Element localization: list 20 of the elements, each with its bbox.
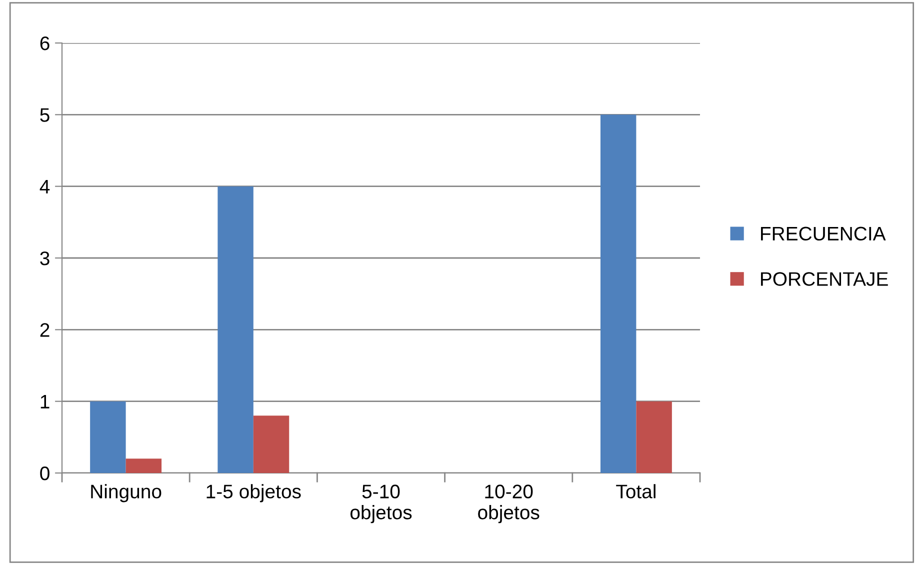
bar xyxy=(90,401,126,473)
x-tick-label: 10-20 objetos xyxy=(478,484,540,524)
x-tick-label: 1-5 objetos xyxy=(206,484,301,502)
y-tick-label: 3 xyxy=(40,251,50,266)
x-tick-label: 5-10 objetos xyxy=(350,484,412,524)
bar xyxy=(600,114,636,473)
y-tick-label: 1 xyxy=(40,395,50,408)
x-tick-label: Total xyxy=(616,484,656,498)
y-tick-label: 6 xyxy=(40,36,50,50)
x-tick-label: Ninguno xyxy=(91,484,162,502)
legend-label: FRECUENCIA xyxy=(761,226,886,241)
bar xyxy=(126,458,162,473)
y-tick-label: 2 xyxy=(40,323,50,337)
y-tick-label: 4 xyxy=(40,180,50,194)
y-tick-label: 0 xyxy=(40,466,50,480)
bar xyxy=(218,186,254,473)
legend-label: PORCENTAJE xyxy=(761,272,888,286)
y-tick-label: 5 xyxy=(40,108,50,122)
bar xyxy=(636,401,672,473)
bar xyxy=(253,416,290,473)
